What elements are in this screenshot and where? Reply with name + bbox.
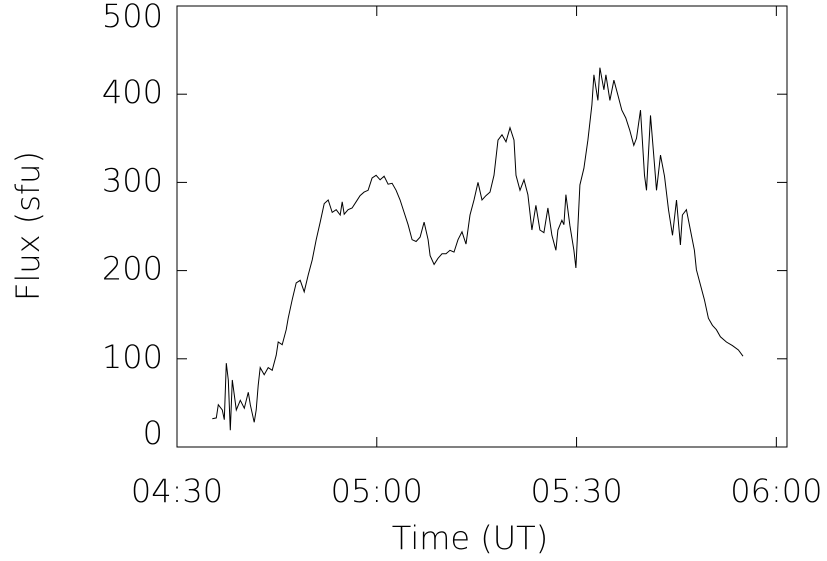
x-axis-label: Time (UT) — [392, 519, 548, 557]
plot-frame — [176, 5, 788, 448]
y-tick-label: 100 — [102, 338, 163, 376]
x-tick-label: 05:30 — [530, 472, 622, 510]
x-tick-label: 04:30 — [131, 472, 223, 510]
x-tick-label: 06:00 — [730, 472, 822, 510]
x-tick-label: 05:00 — [331, 472, 423, 510]
flux-line — [212, 67, 744, 431]
y-tick-label: 300 — [102, 161, 163, 199]
y-tick-label: 400 — [102, 73, 163, 111]
y-tick-label: 200 — [102, 250, 163, 288]
y-tick-label: 500 — [102, 0, 163, 35]
y-axis-label: Flux (sfu) — [9, 151, 47, 301]
y-tick-label: 0 — [143, 414, 163, 452]
